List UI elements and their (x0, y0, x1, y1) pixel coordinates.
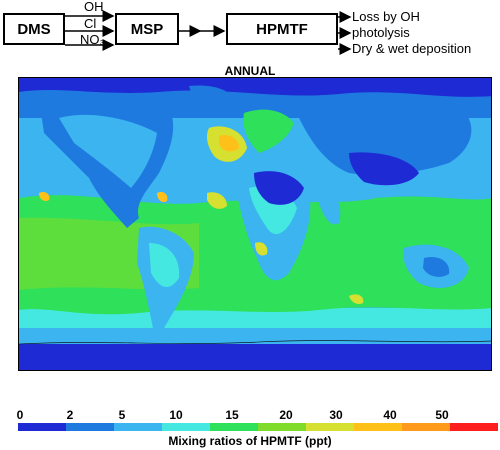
colorbar-segment (354, 423, 402, 431)
colorbar-segment (162, 423, 210, 431)
colorbar-caption: Mixing ratios of HPMTF (ppt) (168, 434, 332, 448)
dms-box: DMS (3, 13, 65, 45)
cbar-tick: 40 (383, 408, 397, 422)
colorbar-segment (258, 423, 306, 431)
colorbar-segment (402, 423, 450, 431)
world-map (18, 77, 492, 371)
cbar-tick: 20 (279, 408, 293, 422)
msp-box: MSP (115, 13, 179, 45)
colorbar-segment (18, 423, 66, 431)
dms-label: DMS (17, 20, 51, 38)
colorbar-segment (210, 423, 258, 431)
cbar-tick: 10 (169, 408, 183, 422)
colorbar-segment (114, 423, 162, 431)
map-contours (19, 78, 491, 370)
cbar-tick: 30 (329, 408, 343, 422)
hpmtf-box: HPMTF (226, 13, 338, 45)
colorbar-segment (306, 423, 354, 431)
sink-photolysis: photolysis (352, 25, 410, 40)
msp-label: MSP (130, 20, 164, 38)
cbar-tick: 5 (118, 408, 126, 422)
sink-oh-loss: Loss by OH (352, 9, 420, 24)
colorbar-segment (66, 423, 114, 431)
oxidant-no3: NO₃ (80, 32, 105, 47)
sink-deposition: Dry & wet deposition (352, 41, 472, 56)
oxidant-cl: Cl (84, 16, 97, 31)
cbar-tick: 15 (225, 408, 239, 422)
cbar-tick: 2 (66, 408, 74, 422)
oxidant-oh: OH (84, 0, 104, 14)
colorbar-segment (450, 423, 498, 431)
cbar-tick: 0 (16, 408, 24, 422)
hpmtf-label: HPMTF (256, 20, 308, 38)
map-title: ANNUAL (224, 64, 276, 78)
cbar-tick: 50 (435, 408, 449, 422)
flow-arrows (65, 10, 352, 55)
colorbar (18, 423, 498, 431)
